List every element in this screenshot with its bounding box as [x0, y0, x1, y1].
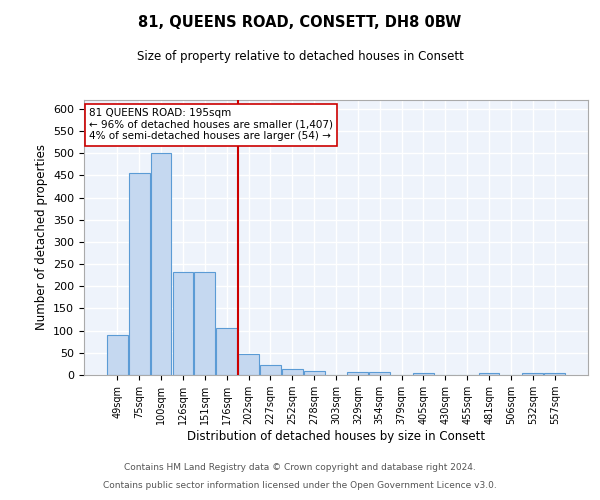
- Bar: [129, 173, 149, 375]
- Text: 81, QUEENS ROAD, CONSETT, DH8 0BW: 81, QUEENS ROAD, CONSETT, DH8 0BW: [139, 15, 461, 30]
- Bar: [194, 272, 215, 375]
- Text: Contains HM Land Registry data © Crown copyright and database right 2024.: Contains HM Land Registry data © Crown c…: [124, 464, 476, 472]
- Bar: [216, 328, 237, 375]
- X-axis label: Distribution of detached houses by size in Consett: Distribution of detached houses by size …: [187, 430, 485, 443]
- Bar: [173, 272, 193, 375]
- Bar: [523, 373, 543, 375]
- Bar: [347, 372, 368, 375]
- Bar: [370, 372, 390, 375]
- Text: Contains public sector information licensed under the Open Government Licence v3: Contains public sector information licen…: [103, 481, 497, 490]
- Bar: [151, 153, 172, 375]
- Bar: [238, 354, 259, 375]
- Bar: [544, 373, 565, 375]
- Bar: [260, 365, 281, 375]
- Bar: [479, 373, 499, 375]
- Bar: [282, 369, 302, 375]
- Bar: [413, 373, 434, 375]
- Bar: [107, 335, 128, 375]
- Text: Size of property relative to detached houses in Consett: Size of property relative to detached ho…: [137, 50, 463, 63]
- Bar: [304, 371, 325, 375]
- Y-axis label: Number of detached properties: Number of detached properties: [35, 144, 47, 330]
- Text: 81 QUEENS ROAD: 195sqm
← 96% of detached houses are smaller (1,407)
4% of semi-d: 81 QUEENS ROAD: 195sqm ← 96% of detached…: [89, 108, 333, 142]
